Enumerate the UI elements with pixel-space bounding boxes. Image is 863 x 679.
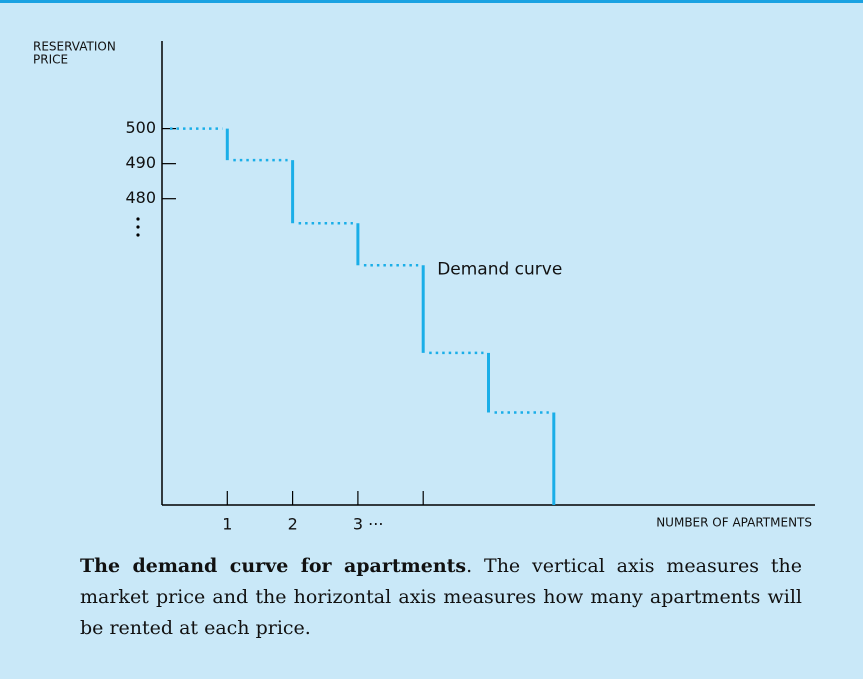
caption-text: . The vertical axis measures the market …	[80, 555, 802, 639]
x-tick-label: 2	[288, 515, 298, 534]
caption-title: The demand curve for apartments	[80, 555, 467, 577]
caption: The demand curve for apartments. The ver…	[80, 551, 802, 644]
y-tick-label: 490	[125, 153, 156, 172]
y-tick-label: 500	[125, 118, 156, 137]
x-axis-label: NUMBER OF APARTMENTS	[656, 516, 812, 530]
annotation: Demand curve	[437, 259, 562, 279]
y-axis-label: PRICE	[33, 53, 68, 67]
chart: RESERVATION PRICE NUMBER OF APARTMENTS 4…	[33, 40, 815, 534]
y-tick-label: 480	[125, 188, 156, 207]
x-tick-label: 1	[222, 515, 232, 534]
x-tick-label: 3 ···	[353, 515, 384, 534]
axis-break	[136, 217, 140, 237]
y-axis-label: RESERVATION	[33, 40, 116, 54]
